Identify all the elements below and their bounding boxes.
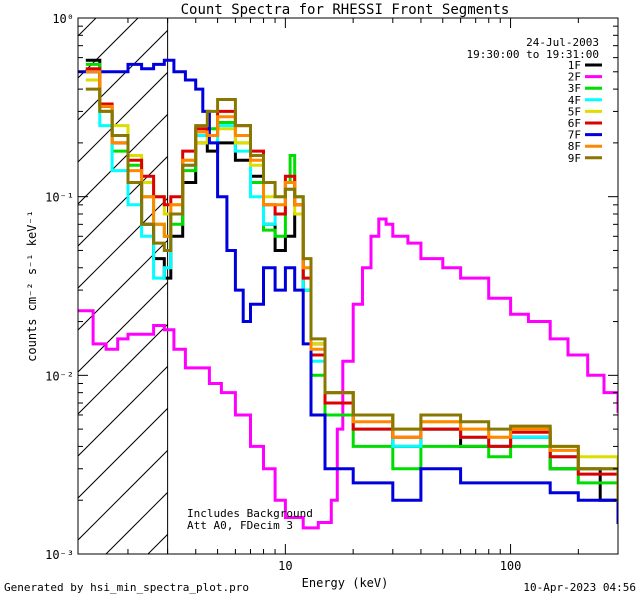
generated-by-text: Generated by hsi_min_spectra_plot.pro: [4, 581, 250, 594]
annotation-background: Includes Background: [187, 507, 313, 520]
series-9F-line: [85, 87, 618, 502]
axis-tick-labels: 10 100 10⁻³ 10⁻² 10⁻¹ 10⁰: [45, 12, 521, 573]
series-7F-line: [78, 58, 618, 524]
date-label: 24-Jul-2003: [526, 36, 599, 49]
y-tick-label: 10⁻²: [45, 369, 74, 383]
legend-label-5F: 5F: [568, 105, 581, 118]
y-tick-label: 10⁻¹: [45, 191, 74, 205]
legend-label-2F: 2F: [568, 71, 581, 84]
legend-label-7F: 7F: [568, 129, 581, 142]
legend-label-3F: 3F: [568, 82, 581, 95]
hatch-line: [78, 449, 168, 541]
legend-label-1F: 1F: [568, 59, 581, 72]
series-group: [78, 58, 618, 530]
series-3F-line: [85, 62, 618, 524]
legend-label-9F: 9F: [568, 152, 581, 165]
timestamp-text: 10-Apr-2023 04:56: [523, 581, 636, 594]
legend-label-6F: 6F: [568, 117, 581, 130]
y-axis-label: counts cm⁻² s⁻¹ keV⁻¹: [25, 210, 39, 362]
y-tick-label: 10⁻³: [45, 548, 74, 562]
hatch-line: [78, 323, 168, 415]
hatch-line: [78, 18, 139, 79]
hatch-line: [78, 29, 168, 121]
hatch-line: [105, 491, 168, 554]
hatch-line: [78, 71, 168, 163]
hatch-line: [78, 18, 97, 37]
annotation-attenuator: Att A0, FDecim 3: [187, 519, 293, 532]
hatched-region: [78, 18, 168, 554]
hatch-line: [78, 365, 168, 457]
hatch-line: [78, 155, 168, 247]
x-tick-label: 10: [278, 559, 292, 573]
x-tick-label: 100: [500, 559, 522, 573]
series-6F-line: [85, 67, 618, 510]
legend-label-4F: 4F: [568, 94, 581, 107]
time-range-label: 19:30:00 to 19:31:00: [467, 48, 599, 61]
hatch-line: [78, 407, 168, 499]
hatch-line: [78, 239, 168, 331]
series-8F-line: [85, 70, 618, 502]
legend-label-8F: 8F: [568, 140, 581, 153]
x-axis-label: Energy (keV): [302, 576, 389, 590]
hatch-line: [78, 281, 168, 373]
plot-frame: [77, 17, 619, 555]
chart-title: Count Spectra for RHESSI Front Segments: [181, 2, 510, 18]
hatch-line: [78, 197, 168, 289]
axis-ticks: [78, 17, 619, 555]
series-2F-line: [78, 217, 618, 530]
y-tick-label: 10⁰: [52, 12, 74, 26]
